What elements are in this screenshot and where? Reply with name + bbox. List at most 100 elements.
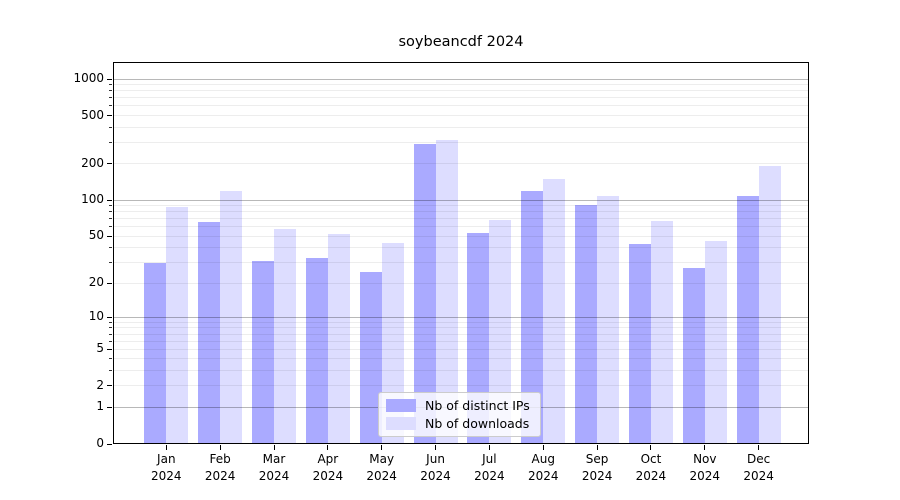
legend-label-distinct-ips: Nb of distinct IPs <box>425 398 530 413</box>
bar-distinct-ips-aug <box>521 190 544 444</box>
x-tick-label-mar: Mar 2024 <box>258 452 290 483</box>
bar-distinct-ips-nov <box>682 267 705 444</box>
x-tick-label-feb: Feb 2024 <box>204 452 236 483</box>
y-tick-label-100: 100 <box>81 192 104 207</box>
y-minortick-3 <box>109 370 112 372</box>
gridline-90 <box>114 205 808 207</box>
x-tick-label-jun: Jun 2024 <box>420 452 451 483</box>
gridline-300 <box>114 141 808 143</box>
gridline-400 <box>114 126 808 128</box>
gridline-80 <box>114 211 808 213</box>
gridline-7 <box>114 333 808 335</box>
y-tick-20 <box>107 282 112 284</box>
x-tick-label-jul: Jul 2024 <box>474 452 505 483</box>
y-minortick-900 <box>109 84 112 86</box>
gridline-500 <box>114 115 808 117</box>
x-tick-oct <box>650 445 652 450</box>
gridline-4 <box>114 358 808 360</box>
bar-downloads-aug <box>543 178 566 444</box>
y-minortick-300 <box>109 141 112 143</box>
y-minortick-70 <box>109 218 112 220</box>
y-minortick-800 <box>109 90 112 92</box>
bar-distinct-ips-sep <box>575 204 598 444</box>
y-minortick-4 <box>109 358 112 360</box>
x-tick-mar <box>273 445 275 450</box>
legend-label-downloads: Nb of downloads <box>425 416 530 431</box>
gridline-70 <box>114 218 808 220</box>
x-tick-label-nov: Nov 2024 <box>689 452 721 483</box>
y-minortick-600 <box>109 105 112 107</box>
y-minortick-60 <box>109 226 112 228</box>
x-tick-label-dec: Dec 2024 <box>743 452 774 483</box>
bar-downloads-sep <box>597 196 620 444</box>
x-tick-aug <box>542 445 544 450</box>
bar-distinct-ips-jan <box>144 262 167 444</box>
x-tick-label-apr: Apr 2024 <box>312 452 344 483</box>
y-minortick-30 <box>109 262 112 264</box>
y-minortick-90 <box>109 205 112 207</box>
gridline-200 <box>114 163 808 165</box>
gridline-9 <box>114 321 808 323</box>
legend-item-downloads: Nb of downloads <box>386 416 530 431</box>
gridline-8 <box>114 327 808 329</box>
gridline-5 <box>114 348 808 350</box>
y-tick-label-0: 0 <box>96 436 104 450</box>
bar-distinct-ips-mar <box>252 260 274 444</box>
gridline-800 <box>114 90 808 92</box>
y-tick-5 <box>107 348 112 350</box>
gridline-40 <box>114 247 808 249</box>
bar-downloads-jan <box>166 207 189 444</box>
y-tick-10 <box>107 316 112 318</box>
bar-downloads-jul <box>489 219 512 444</box>
y-minortick-8 <box>109 327 112 329</box>
gridline-1000 <box>114 78 808 80</box>
bar-downloads-mar <box>274 228 296 444</box>
gridline-600 <box>114 105 808 107</box>
bar-distinct-ips-oct <box>628 244 651 444</box>
y-minortick-6 <box>109 340 112 342</box>
x-tick-apr <box>327 445 329 450</box>
gridline-30 <box>114 262 808 264</box>
y-minortick-80 <box>109 211 112 213</box>
x-tick-nov <box>704 445 706 450</box>
bar-downloads-feb <box>220 190 243 444</box>
y-tick-label-20: 20 <box>88 275 104 290</box>
gridline-700 <box>114 97 808 99</box>
gridline-2 <box>114 385 808 387</box>
y-tick-label-50: 50 <box>88 228 104 243</box>
y-minortick-700 <box>109 97 112 99</box>
x-tick-label-aug: Aug 2024 <box>527 452 559 483</box>
y-tick-label-1000: 1000 <box>73 71 104 85</box>
y-tick-1000 <box>107 78 112 80</box>
y-tick-label-5: 5 <box>96 341 104 356</box>
bar-distinct-ips-may <box>359 271 382 444</box>
gridline-10 <box>114 316 808 318</box>
bar-downloads-nov <box>704 240 727 444</box>
gridline-20 <box>114 282 808 284</box>
bar-downloads-jun <box>435 140 458 444</box>
y-tick-50 <box>107 235 112 237</box>
x-tick-label-jan: Jan 2024 <box>151 452 182 483</box>
x-tick-may <box>381 445 383 450</box>
bar-distinct-ips-apr <box>305 257 328 444</box>
bar-downloads-apr <box>327 234 350 444</box>
x-tick-label-sep: Sep 2024 <box>581 452 613 483</box>
legend-swatch-distinct-ips <box>386 399 416 412</box>
gridline-900 <box>114 84 808 86</box>
bar-downloads-dec <box>758 165 781 444</box>
legend-swatch-downloads <box>386 417 416 430</box>
y-tick-100 <box>107 199 112 201</box>
bar-downloads-oct <box>650 221 673 444</box>
y-tick-200 <box>107 163 112 165</box>
x-tick-label-may: May 2024 <box>366 452 397 483</box>
y-minortick-400 <box>109 126 112 128</box>
y-tick-label-10: 10 <box>88 309 104 324</box>
legend: Nb of distinct IPs Nb of downloads <box>378 392 541 437</box>
legend-item-distinct-ips: Nb of distinct IPs <box>386 398 530 413</box>
y-minortick-40 <box>109 247 112 249</box>
y-tick-label-2: 2 <box>96 377 104 392</box>
y-tick-label-1: 1 <box>96 399 104 414</box>
x-tick-dec <box>758 445 760 450</box>
y-tick-500 <box>107 115 112 117</box>
